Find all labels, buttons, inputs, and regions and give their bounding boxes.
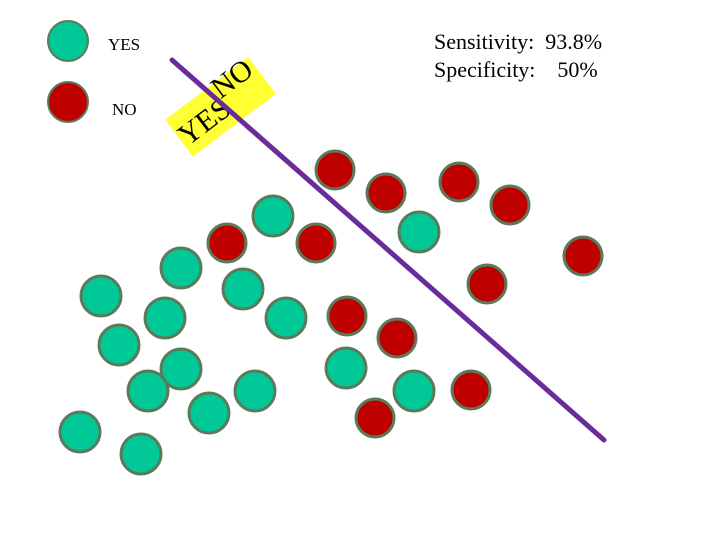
point-yes (97, 323, 141, 367)
point-no (376, 317, 418, 359)
legend-no-label: NO (112, 100, 137, 119)
point-no (314, 149, 356, 191)
metrics-panel: Sensitivity: 93.8% Specificity: 50% (434, 28, 602, 84)
point-no (206, 222, 248, 264)
point-no (562, 235, 604, 277)
point-yes (264, 296, 308, 340)
point-yes (143, 296, 187, 340)
point-yes (58, 410, 102, 454)
legend-yes-label: YES (108, 35, 141, 54)
point-no (354, 397, 396, 439)
point-yes (251, 194, 295, 238)
decision-boundary-line (169, 57, 607, 443)
point-no (489, 184, 531, 226)
point-yes (324, 346, 368, 390)
boundary-tag-background (165, 57, 276, 157)
sensitivity-text: Sensitivity: 93.8% (434, 29, 603, 54)
point-no (438, 161, 480, 203)
point-yes (159, 246, 203, 290)
point-no (365, 172, 407, 214)
data-points (58, 149, 604, 476)
legend-yes-swatch (47, 20, 89, 62)
point-yes (187, 391, 231, 435)
point-yes (233, 369, 277, 413)
specificity-text: Specificity: 50% (434, 57, 598, 82)
point-yes (126, 369, 170, 413)
point-no (295, 222, 337, 264)
point-yes (392, 369, 436, 413)
point-yes (221, 267, 265, 311)
point-yes (159, 347, 203, 391)
legend-no-swatch (47, 81, 89, 123)
point-yes (119, 432, 163, 476)
point-no (466, 263, 508, 305)
point-no (450, 369, 492, 411)
point-no (326, 295, 368, 337)
point-yes (397, 210, 441, 254)
point-yes (79, 274, 123, 318)
